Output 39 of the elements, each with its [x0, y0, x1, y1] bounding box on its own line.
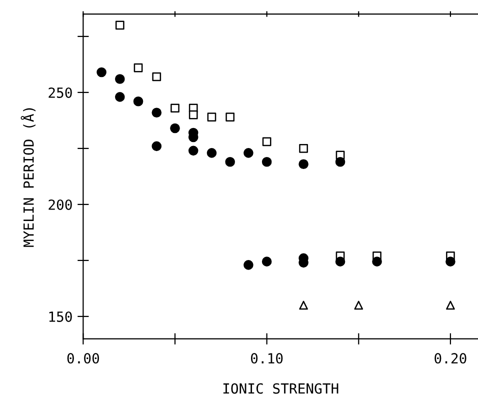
point — [114, 92, 125, 102]
point — [335, 156, 346, 167]
point — [244, 148, 254, 158]
point — [115, 20, 124, 30]
point — [262, 156, 272, 167]
y-axis-title: MYELIN PERIOD (Å) — [20, 108, 36, 247]
point — [96, 67, 106, 78]
point — [299, 144, 308, 153]
point — [188, 110, 198, 120]
y-tick-label: 200 — [48, 199, 72, 210]
point — [134, 63, 143, 72]
x-tick-label: 0.20 — [434, 353, 466, 364]
point — [188, 146, 198, 156]
point — [152, 108, 162, 118]
point — [114, 74, 125, 84]
y-tick-label: 150 — [49, 311, 72, 322]
point — [244, 260, 254, 270]
point — [170, 104, 180, 113]
point — [170, 123, 180, 134]
point — [226, 112, 235, 122]
point — [225, 156, 235, 167]
point — [206, 148, 217, 158]
x-tick-label: 0.00 — [67, 353, 99, 364]
point — [207, 112, 216, 122]
x-tick-label: 0.10 — [250, 353, 283, 364]
x-axis-title: IONIC STRENGTH — [223, 383, 338, 394]
point — [262, 137, 272, 146]
y-tick-label: 250 — [48, 87, 72, 98]
point — [262, 256, 272, 266]
point — [152, 72, 162, 82]
point — [299, 300, 308, 310]
point — [133, 96, 144, 106]
point — [152, 141, 162, 152]
point — [372, 256, 382, 266]
point — [354, 300, 364, 310]
point — [335, 256, 346, 266]
point — [446, 256, 456, 266]
point — [298, 159, 308, 170]
point — [446, 300, 455, 310]
